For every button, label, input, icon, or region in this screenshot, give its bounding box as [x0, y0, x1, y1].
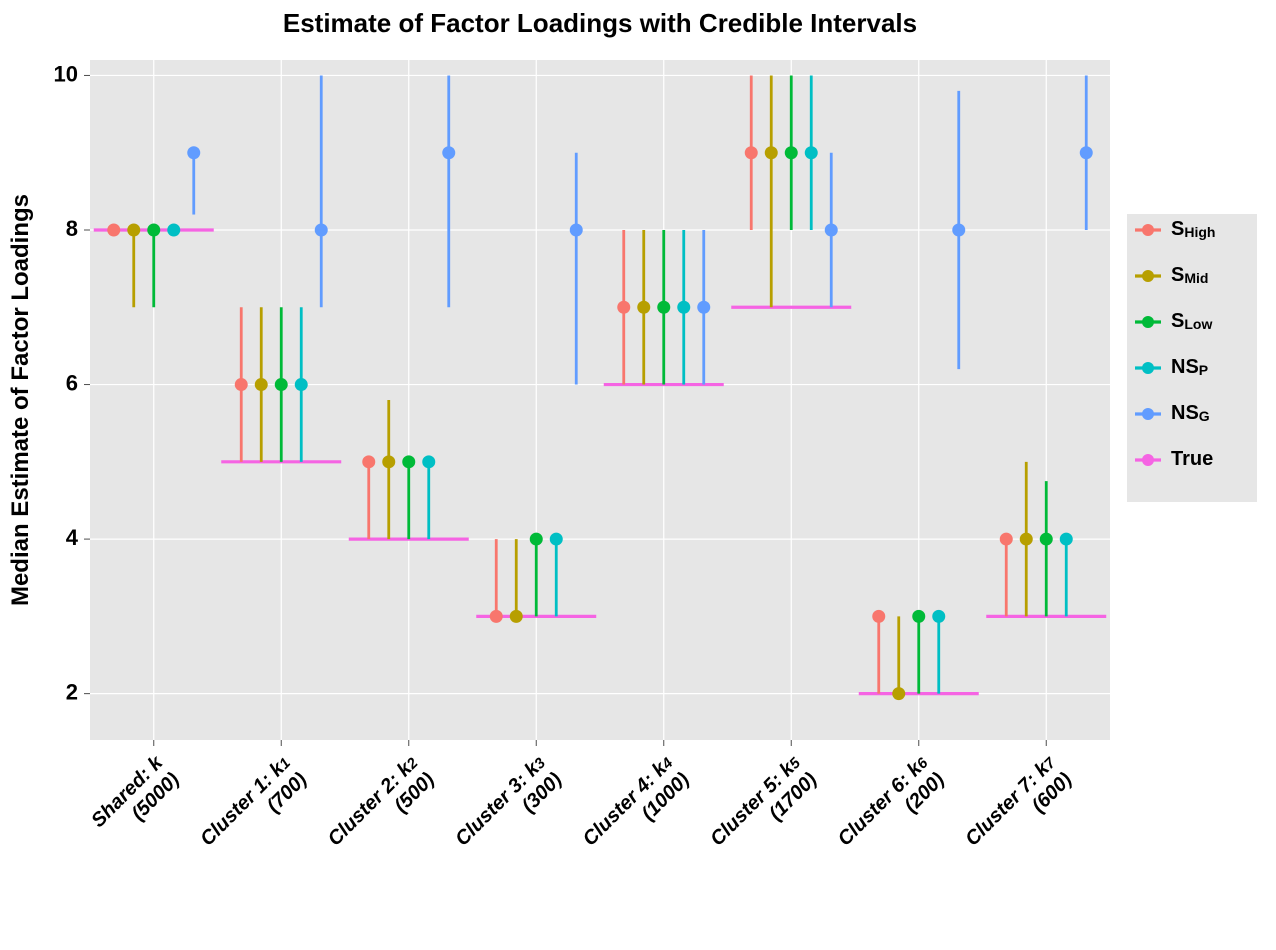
xtick-label-group: Cluster 7: k7(600)	[961, 751, 1077, 867]
xtick-label-group: Shared: k(5000)	[87, 751, 185, 849]
median-point	[402, 455, 415, 468]
median-point	[785, 146, 798, 159]
legend: SHighSMidSLowNSPNSGTrue	[1127, 214, 1257, 502]
median-point	[697, 301, 710, 314]
median-point	[107, 224, 120, 237]
xtick-label-group: Cluster 2: k2(500)	[323, 751, 439, 867]
legend-glyph-dot	[1142, 224, 1154, 236]
legend-label: True	[1171, 448, 1213, 470]
xtick-label-group: Cluster 6: k6(200)	[833, 751, 949, 867]
legend-glyph-dot	[1142, 408, 1154, 420]
median-point	[295, 378, 308, 391]
median-point	[570, 224, 583, 237]
median-point	[677, 301, 690, 314]
median-point	[510, 610, 523, 623]
ytick-label: 4	[66, 525, 79, 550]
median-point	[382, 455, 395, 468]
xtick-label-group: Cluster 1: k1(700)	[196, 751, 312, 867]
chart-wrapper: 246810Shared: k(5000)Cluster 1: k1(700)C…	[0, 0, 1276, 950]
median-point	[422, 455, 435, 468]
median-point	[275, 378, 288, 391]
xtick-label-group: Cluster 4: k4(1000)	[578, 751, 694, 867]
median-point	[912, 610, 925, 623]
ytick-label: 8	[66, 216, 78, 241]
median-point	[315, 224, 328, 237]
legend-glyph-dot	[1142, 362, 1154, 374]
median-point	[617, 301, 630, 314]
median-point	[1020, 533, 1033, 546]
ytick-label: 6	[66, 370, 78, 395]
median-point	[1040, 533, 1053, 546]
median-point	[147, 224, 160, 237]
legend-glyph-dot	[1142, 270, 1154, 282]
ytick-label: 10	[54, 61, 78, 86]
median-point	[442, 146, 455, 159]
legend-glyph-dot	[1142, 454, 1154, 466]
median-point	[187, 146, 200, 159]
median-point	[167, 224, 180, 237]
chart-title: Estimate of Factor Loadings with Credibl…	[283, 8, 917, 38]
median-point	[872, 610, 885, 623]
legend-glyph-dot	[1142, 316, 1154, 328]
median-point	[550, 533, 563, 546]
y-axis-label: Median Estimate of Factor Loadings	[7, 194, 34, 606]
median-point	[1060, 533, 1073, 546]
median-point	[745, 146, 758, 159]
median-point	[805, 146, 818, 159]
median-point	[255, 378, 268, 391]
median-point	[127, 224, 140, 237]
ytick-label: 2	[66, 679, 78, 704]
median-point	[362, 455, 375, 468]
median-point	[657, 301, 670, 314]
xtick-label-group: Cluster 5: k5(1700)	[706, 751, 822, 867]
median-point	[490, 610, 503, 623]
median-point	[637, 301, 650, 314]
xtick-label-group: Cluster 3: k3(300)	[451, 751, 567, 867]
median-point	[1000, 533, 1013, 546]
median-point	[892, 687, 905, 700]
median-point	[1080, 146, 1093, 159]
median-point	[932, 610, 945, 623]
median-point	[825, 224, 838, 237]
median-point	[952, 224, 965, 237]
median-point	[530, 533, 543, 546]
plot-background	[90, 60, 1110, 740]
median-point	[235, 378, 248, 391]
median-point	[765, 146, 778, 159]
chart-svg: 246810Shared: k(5000)Cluster 1: k1(700)C…	[0, 0, 1276, 950]
